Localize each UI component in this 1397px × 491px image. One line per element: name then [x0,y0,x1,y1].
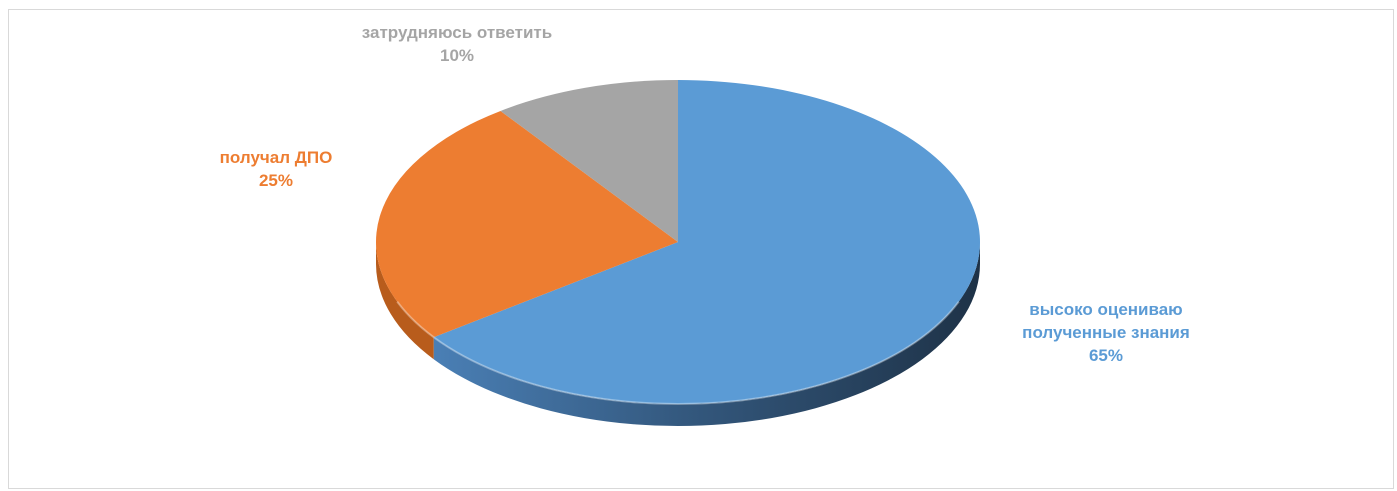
pie-slice-received-dpo [376,110,678,338]
slice-label-undecided: затрудняюсь ответить 10% [362,21,552,67]
slice-value-label: 10% [439,46,475,65]
pie-rim-highlight [396,301,960,405]
pie-slice-received-dpo-side [376,242,434,360]
slice-label-line: затрудняюсь ответить [361,23,553,42]
slice-label-line: высоко оцениваю [1029,300,1183,319]
pie-slice-high-rating-side [433,242,980,426]
slice-label-line: полученные знания [1022,323,1190,342]
slice-label-received-dpo: получал ДПО 25% [220,146,333,192]
slice-label-line: получал ДПО [219,148,333,167]
slice-label-high-rating: высоко оцениваю полученные знания 65% [1022,298,1190,367]
slice-value-label: 25% [258,171,294,190]
slice-value-label: 65% [1088,346,1124,365]
pie-slice-undecided [500,80,678,242]
pie-slice-high-rating [433,80,980,404]
